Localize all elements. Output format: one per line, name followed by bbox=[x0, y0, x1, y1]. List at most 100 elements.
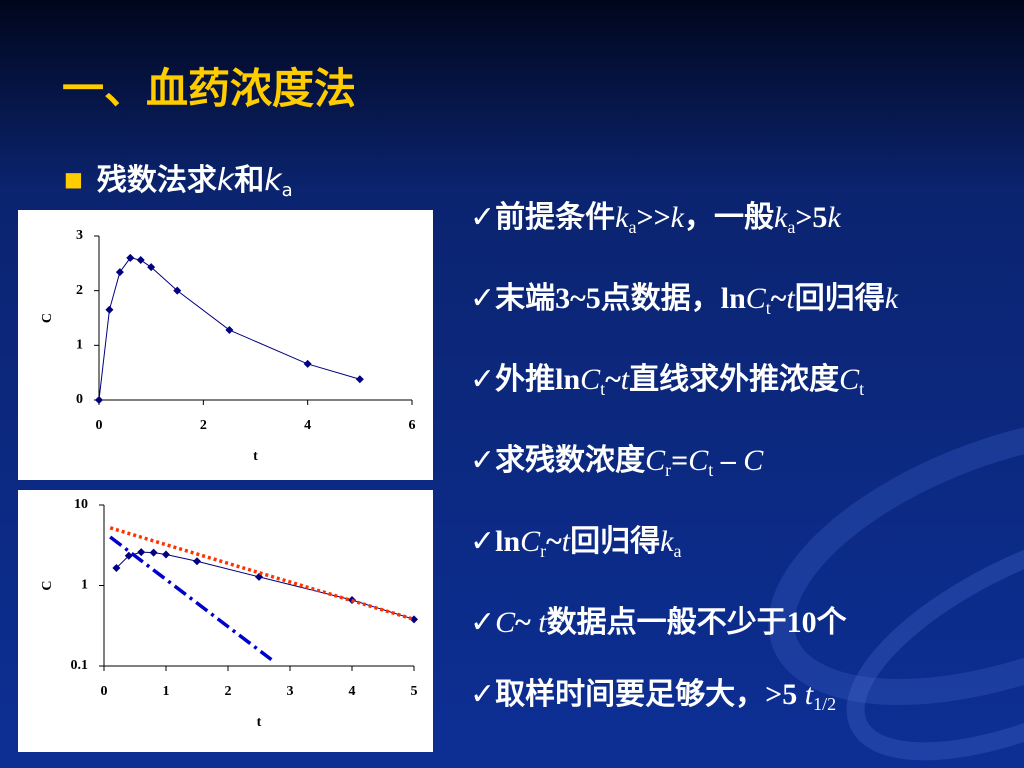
data-point bbox=[355, 375, 364, 384]
text-segment: r bbox=[540, 541, 547, 561]
x-tick-label: 3 bbox=[287, 684, 294, 699]
text-segment: ✓ bbox=[470, 606, 496, 639]
chart-panel bbox=[18, 490, 433, 752]
x-tick-label: 0 bbox=[101, 684, 108, 699]
text-segment: ✓外推ln bbox=[470, 363, 581, 396]
text-segment: C bbox=[688, 444, 709, 477]
data-point bbox=[115, 268, 124, 277]
y-axis-label: C bbox=[40, 313, 55, 323]
text-segment: = bbox=[671, 444, 689, 477]
data-point bbox=[105, 305, 114, 314]
data-point bbox=[112, 563, 121, 572]
text-segment: ✓求残数浓度 bbox=[470, 444, 646, 477]
slide-title: 一、血药浓度法 bbox=[62, 64, 357, 113]
text-segment: k bbox=[670, 201, 684, 234]
text-segment: 回归得 bbox=[794, 282, 885, 315]
text-segment: >> bbox=[636, 201, 671, 234]
point: ✓取样时间要足够大，>5 t1/2 bbox=[470, 675, 1010, 724]
text-segment: t bbox=[765, 298, 771, 318]
text-segment: t bbox=[561, 525, 571, 558]
x-axis-label: t bbox=[257, 715, 262, 730]
text-segment: >5 bbox=[795, 201, 828, 234]
text-segment: ，一般 bbox=[684, 201, 774, 234]
text-segment: a bbox=[281, 180, 293, 201]
x-tick-label: 6 bbox=[409, 418, 416, 433]
swirl bbox=[846, 519, 1024, 761]
bullet-marker: ■ bbox=[64, 167, 83, 191]
text-segment: t bbox=[786, 282, 795, 315]
text-segment: ~ bbox=[546, 525, 562, 558]
text-segment: k bbox=[216, 163, 235, 198]
data-point bbox=[193, 557, 201, 566]
data-point bbox=[126, 253, 135, 262]
x-tick-label: 2 bbox=[225, 684, 232, 699]
swirl bbox=[768, 415, 1024, 705]
text-segment: C bbox=[745, 282, 766, 315]
y-tick-label: 0.1 bbox=[71, 658, 89, 673]
text-segment: – bbox=[713, 444, 744, 477]
text-segment: C bbox=[580, 363, 601, 396]
data-point bbox=[124, 551, 133, 560]
data-point bbox=[303, 359, 312, 368]
x-tick-label: 5 bbox=[411, 684, 418, 699]
data-point bbox=[162, 550, 170, 559]
y-tick-label: 3 bbox=[76, 228, 83, 243]
text-segment: k bbox=[660, 525, 674, 558]
point: ✓末端3~5点数据，lnCt~t回归得k bbox=[470, 279, 1010, 328]
text-segment: 残数法求 bbox=[96, 163, 217, 198]
text-segment: 和 bbox=[234, 163, 265, 198]
x-tick-label: 2 bbox=[200, 418, 207, 433]
series-line bbox=[98, 257, 360, 401]
data-point bbox=[136, 256, 145, 265]
y-tick-label: 10 bbox=[74, 497, 88, 512]
text-segment: t bbox=[708, 460, 714, 480]
text-segment: t bbox=[538, 606, 547, 639]
text-segment: k bbox=[774, 201, 788, 234]
y-axis-label: C bbox=[40, 580, 55, 590]
text-segment: k bbox=[615, 201, 629, 234]
x-tick-label: 1 bbox=[163, 684, 170, 699]
text-segment: 回归得 bbox=[570, 525, 661, 558]
point: ✓求残数浓度Cr=Ct – C bbox=[470, 441, 1010, 490]
data-point bbox=[173, 286, 182, 295]
point: ✓lnCr~t回归得ka bbox=[470, 522, 1010, 571]
bullet: ■ 残数法求k和ka bbox=[64, 155, 293, 201]
text-segment: t bbox=[620, 363, 630, 396]
x-tick-label: 4 bbox=[349, 684, 356, 699]
data-point bbox=[95, 396, 103, 404]
y-tick-label: 0 bbox=[76, 392, 83, 407]
text-segment: 1/2 bbox=[813, 694, 837, 714]
data-point bbox=[149, 548, 158, 557]
y-tick-label: 1 bbox=[76, 338, 83, 353]
text-segment: C bbox=[839, 363, 860, 396]
y-tick-label: 1 bbox=[81, 578, 88, 593]
series-line bbox=[109, 526, 415, 622]
y-tick-label: 2 bbox=[76, 283, 83, 298]
text-segment: 直线求外推浓度 bbox=[629, 363, 840, 396]
point: ✓C~ t数据点一般不少于10个 bbox=[470, 603, 1010, 643]
text-segment: C bbox=[645, 444, 666, 477]
data-point bbox=[225, 326, 234, 335]
text-segment: r bbox=[665, 460, 672, 480]
chart-panel bbox=[18, 210, 433, 480]
text-segment: t bbox=[804, 678, 814, 711]
point-list: ✓前提条件ka>>k，一般ka>5k ✓末端3~5点数据，lnCt~t回归得k ✓外… bbox=[470, 198, 1010, 756]
text-segment: C bbox=[495, 606, 516, 639]
data-point bbox=[137, 548, 146, 557]
text-segment: ~ bbox=[515, 606, 539, 639]
x-tick-label: 0 bbox=[96, 418, 103, 433]
text-segment: k bbox=[264, 163, 282, 198]
point: ✓外推lnCt~t直线求外推浓度Ct bbox=[470, 360, 1010, 409]
text-segment: ✓前提条件 bbox=[470, 201, 616, 234]
x-axis-label: t bbox=[253, 449, 258, 464]
text-segment: t bbox=[600, 379, 606, 399]
text-segment: ✓取样时间要足够大，>5 bbox=[470, 678, 805, 711]
text-segment: k bbox=[884, 282, 899, 315]
text-segment: a bbox=[628, 217, 637, 237]
text-segment: ✓ln bbox=[470, 525, 521, 558]
text-segment: ~ bbox=[770, 282, 787, 315]
point: ✓前提条件ka>>k，一般ka>5k bbox=[470, 198, 1010, 247]
text-segment: C bbox=[743, 444, 764, 477]
